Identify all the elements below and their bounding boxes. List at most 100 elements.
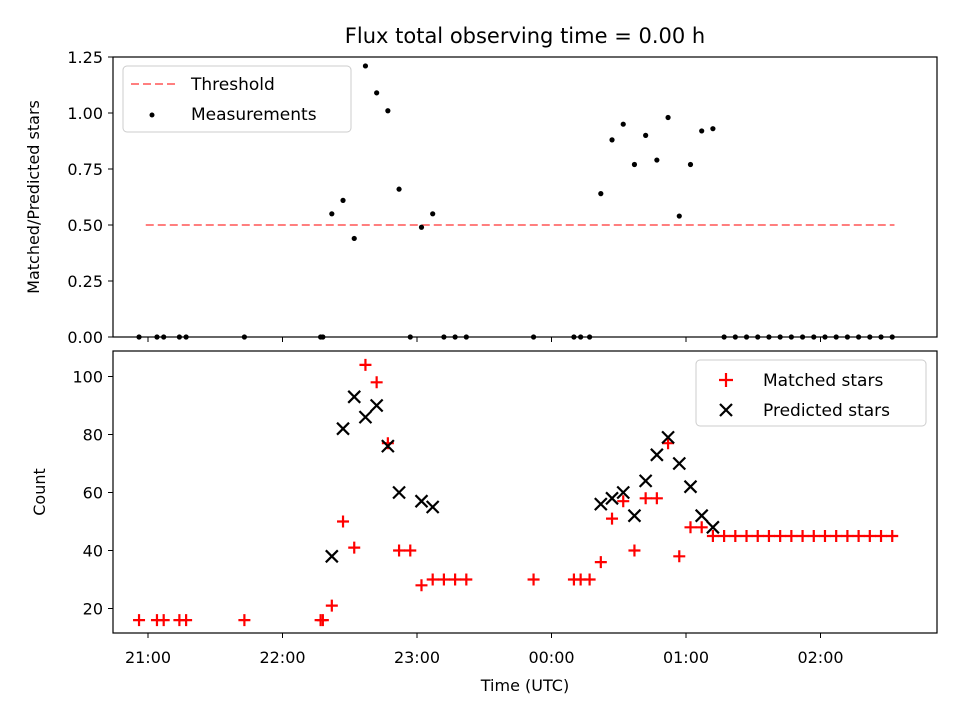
top-y-tick-label: 0.75 [67, 160, 103, 179]
measurement-point [430, 211, 436, 217]
top-y-tick-label: 0.25 [67, 272, 103, 291]
matched-star-point [316, 614, 329, 627]
predicted-star-point [347, 390, 362, 404]
bottom-x-tick-label: 22:00 [259, 648, 305, 667]
matched-star-point [157, 614, 170, 627]
matched-star-point [460, 573, 473, 586]
measurement-point [620, 121, 626, 127]
matched-star-point [415, 579, 428, 592]
measurement-point [699, 128, 705, 134]
measurement-point [676, 213, 682, 219]
predicted-star-point [683, 479, 698, 494]
legend-threshold-label: Threshold [190, 75, 275, 95]
measurement-points [136, 63, 895, 340]
top-y-tick-label: 1.00 [67, 104, 103, 123]
bottom-x-ticks: 21:00 22:00 23:00 00:00 01:00 02:00 [125, 633, 844, 667]
bottom-x-tick-label: 02:00 [797, 648, 843, 667]
matched-star-point [751, 530, 764, 542]
bottom-y-tick-label: 60 [83, 484, 103, 503]
matched-star-point [393, 544, 406, 557]
measurement-point [710, 126, 716, 132]
matched-star-point [426, 573, 439, 586]
measurement-point [654, 157, 660, 163]
matched-star-point [774, 530, 787, 542]
matched-star-point [807, 530, 820, 542]
predicted-star-point [325, 549, 339, 564]
matched-star-point [238, 614, 251, 627]
measurement-point [665, 114, 671, 121]
matched-star-point [684, 521, 697, 534]
matched-star-point [796, 530, 809, 542]
predicted-star-point [381, 439, 395, 453]
measurement-point [340, 197, 346, 203]
top-x-ticks [147, 337, 821, 342]
predicted-star-point [616, 485, 631, 500]
predicted-star-point [672, 456, 687, 471]
matched-stars-points [133, 358, 899, 627]
measurement-point [351, 235, 357, 242]
legend-measurements-label: Measurements [191, 105, 317, 125]
top-chart-title: Flux total observing time = 0.00 h [345, 24, 705, 48]
matched-star-point [718, 530, 731, 542]
measurement-point [418, 224, 425, 230]
matched-star-point [404, 544, 417, 557]
matched-star-point [875, 530, 888, 542]
matched-star-point [437, 573, 450, 586]
predicted-star-point [358, 410, 373, 424]
matched-star-point [650, 492, 663, 505]
matched-star-point [762, 530, 775, 542]
matched-star-point [337, 515, 350, 528]
predicted-star-point [694, 508, 709, 523]
matched-star-point [886, 530, 899, 542]
legend-measurements-swatch [149, 112, 155, 118]
matched-star-point [695, 521, 708, 534]
matched-star-point [583, 573, 596, 586]
top-legend: Threshold Measurements [122, 65, 352, 133]
matched-star-point [841, 530, 854, 542]
predicted-star-point [336, 421, 350, 436]
matched-star-point [662, 437, 675, 450]
predicted-star-point [638, 474, 653, 488]
bottom-x-tick-label: 01:00 [663, 648, 709, 667]
matched-star-point [706, 530, 719, 542]
predicted-star-point [706, 520, 720, 535]
measurement-point [385, 108, 391, 114]
matched-star-point [370, 376, 383, 389]
bottom-y-tick-label: 20 [83, 600, 103, 619]
top-y-tick-label: 0.00 [67, 328, 103, 347]
bottom-legend: Matched stars Predicted stars [695, 359, 927, 427]
matched-star-point [863, 530, 876, 542]
matched-star-point [325, 599, 338, 612]
measurement-point [687, 161, 694, 168]
measurement-point [374, 90, 380, 96]
predicted-star-point [369, 398, 384, 413]
top-y-tick-label: 1.25 [67, 48, 103, 67]
predicted-stars-points [325, 390, 720, 564]
predicted-star-point [627, 508, 642, 523]
legend-matched-swatch [719, 373, 733, 387]
predicted-star-point [650, 448, 664, 462]
measurement-point [609, 137, 615, 143]
predicted-star-point [392, 485, 406, 500]
matched-star-point [639, 492, 652, 505]
bottom-y-axis-label: Count [30, 468, 49, 516]
top-y-tick-label: 0.50 [67, 216, 103, 235]
matched-star-point [785, 530, 798, 542]
predicted-star-point [414, 494, 429, 508]
matched-star-point [348, 541, 361, 554]
top-y-axis-label: Matched/Predicted stars [24, 100, 43, 294]
bottom-x-tick-label: 00:00 [528, 648, 574, 667]
bottom-y-tick-label: 80 [83, 426, 103, 445]
top-legend-box [122, 65, 352, 133]
bottom-plot-frame [112, 350, 938, 634]
top-plot-frame [112, 56, 938, 338]
bottom-y-ticks: 20 40 60 80 100 [72, 368, 113, 619]
predicted-star-point [661, 430, 675, 445]
matched-star-point [818, 530, 831, 542]
top-y-ticks: 0.00 0.25 0.50 0.75 1.00 1.25 [67, 48, 113, 347]
legend-predicted-label: Predicted stars [763, 401, 890, 421]
measurement-point [362, 63, 369, 69]
predicted-star-point [605, 491, 619, 506]
legend-matched-label: Matched stars [763, 371, 883, 391]
